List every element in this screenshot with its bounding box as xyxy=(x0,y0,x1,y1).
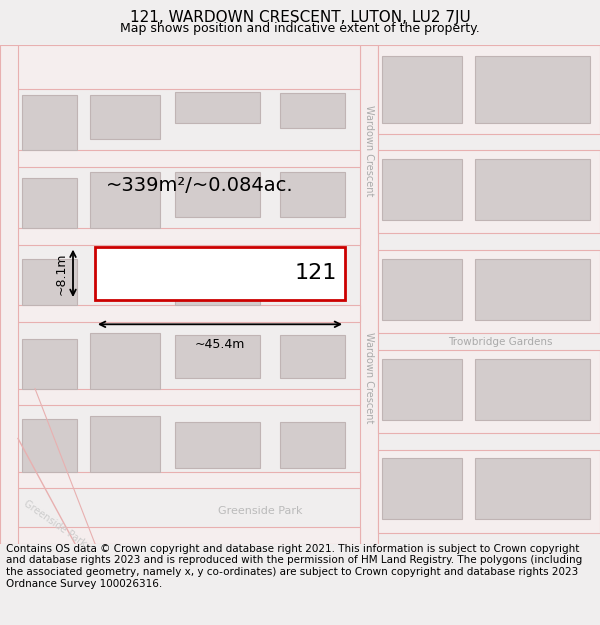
Bar xyxy=(280,92,345,128)
Bar xyxy=(120,256,180,291)
Text: Greenside Park: Greenside Park xyxy=(218,506,302,516)
Bar xyxy=(382,56,462,122)
Bar xyxy=(175,91,260,123)
Bar xyxy=(0,389,360,405)
Bar xyxy=(475,259,590,320)
Bar xyxy=(90,416,160,472)
Bar xyxy=(382,259,462,320)
Text: ~8.1m: ~8.1m xyxy=(55,252,68,294)
Bar xyxy=(475,56,590,122)
Bar xyxy=(22,178,77,228)
Text: Greenside Park: Greenside Park xyxy=(22,499,88,549)
Bar xyxy=(378,449,600,532)
Bar xyxy=(0,228,360,244)
Bar xyxy=(0,306,360,322)
Bar xyxy=(378,250,600,333)
Bar xyxy=(280,422,345,468)
Bar xyxy=(175,173,260,217)
Bar xyxy=(0,45,360,89)
Bar xyxy=(360,45,378,544)
Bar xyxy=(175,256,260,306)
Bar xyxy=(0,45,18,544)
Bar xyxy=(22,95,77,150)
Bar xyxy=(382,458,462,519)
Text: 121, WARDOWN CRESCENT, LUTON, LU2 7JU: 121, WARDOWN CRESCENT, LUTON, LU2 7JU xyxy=(130,10,470,25)
Bar xyxy=(475,159,590,220)
Bar xyxy=(378,45,600,134)
Bar xyxy=(90,173,160,228)
Bar xyxy=(22,259,77,306)
Text: Contains OS data © Crown copyright and database right 2021. This information is : Contains OS data © Crown copyright and d… xyxy=(6,544,582,589)
Bar xyxy=(0,527,360,544)
Bar xyxy=(90,95,160,139)
Text: Wardown Crescent: Wardown Crescent xyxy=(364,332,374,423)
Text: ~339m²/~0.084ac.: ~339m²/~0.084ac. xyxy=(106,176,294,195)
Bar xyxy=(378,150,600,233)
Bar xyxy=(175,336,260,377)
Bar xyxy=(280,336,345,377)
Text: Wardown Crescent: Wardown Crescent xyxy=(364,104,374,196)
Bar xyxy=(280,173,345,217)
Text: Map shows position and indicative extent of the property.: Map shows position and indicative extent… xyxy=(120,22,480,35)
Bar xyxy=(280,256,345,294)
Text: 121: 121 xyxy=(295,263,337,283)
Bar xyxy=(95,247,345,300)
Bar xyxy=(378,350,600,433)
Text: Trowbridge Gardens: Trowbridge Gardens xyxy=(448,337,552,347)
Text: ~45.4m: ~45.4m xyxy=(195,338,245,351)
Bar xyxy=(0,150,360,167)
Bar xyxy=(382,159,462,220)
Bar xyxy=(22,419,77,472)
Bar xyxy=(475,458,590,519)
Bar xyxy=(175,422,260,468)
Bar xyxy=(0,472,360,488)
Bar xyxy=(22,339,77,389)
Bar xyxy=(90,333,160,389)
Bar xyxy=(475,359,590,419)
Bar xyxy=(382,359,462,419)
